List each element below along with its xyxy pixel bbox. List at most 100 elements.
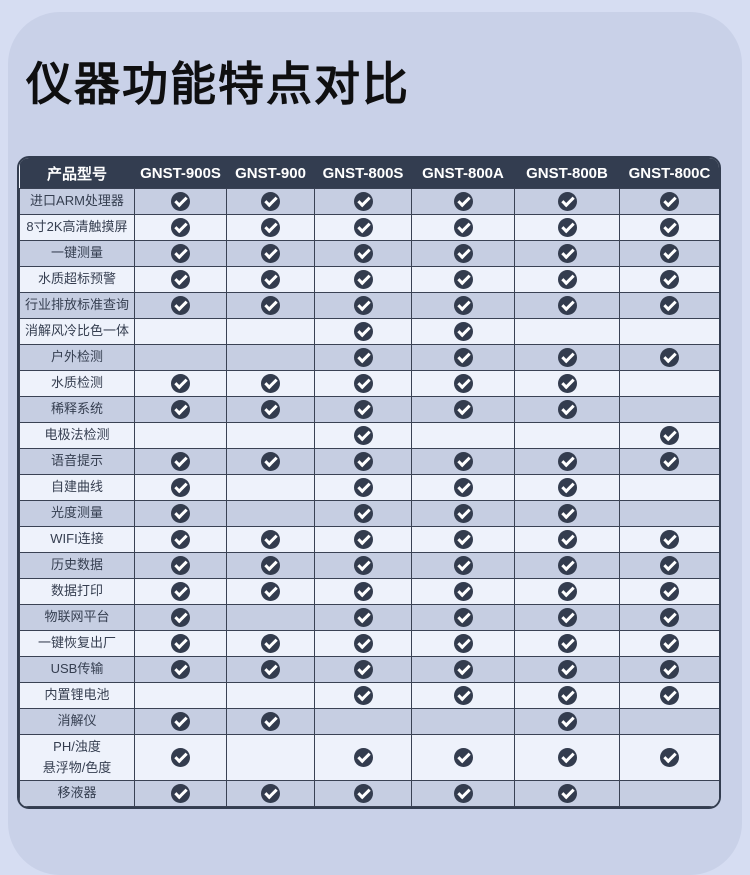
check-cell: [226, 188, 315, 215]
check-circle-icon: [171, 270, 190, 289]
empty-cell: [411, 708, 515, 735]
check-cell: [134, 630, 227, 657]
check-cell: [314, 188, 412, 215]
empty-cell: [619, 396, 719, 423]
empty-cell: [226, 604, 315, 631]
check-cell: [314, 370, 412, 397]
check-cell: [514, 552, 620, 579]
check-circle-icon: [171, 374, 190, 393]
check-cell: [314, 682, 412, 709]
check-cell: [226, 656, 315, 683]
check-cell: [619, 422, 719, 449]
check-circle-icon: [660, 270, 679, 289]
check-cell: [226, 630, 315, 657]
empty-cell: [134, 318, 227, 345]
table-row: 内置锂电池: [19, 682, 719, 709]
check-cell: [134, 526, 227, 553]
check-circle-icon: [261, 660, 280, 679]
feature-cell: 一键恢复出厂: [19, 630, 135, 657]
check-circle-icon: [453, 452, 473, 471]
check-cell: [411, 474, 515, 501]
table-row: WIFI连接: [19, 526, 719, 553]
check-circle-icon: [261, 296, 280, 315]
check-circle-icon: [353, 530, 373, 549]
check-cell: [619, 604, 719, 631]
table-row: 光度测量: [19, 500, 719, 527]
check-circle-icon: [171, 244, 190, 263]
check-cell: [226, 396, 315, 423]
check-cell: [514, 240, 620, 267]
check-cell: [411, 552, 515, 579]
empty-cell: [226, 344, 315, 371]
table-row: 水质检测: [19, 370, 719, 397]
check-cell: [134, 240, 227, 267]
empty-cell: [134, 344, 227, 371]
check-cell: [411, 604, 515, 631]
empty-cell: [226, 682, 315, 709]
check-circle-icon: [171, 660, 190, 679]
column-header-gnst-800s: GNST-800S: [314, 158, 412, 189]
column-header-gnst-800b: GNST-800B: [514, 158, 620, 189]
feature-cell: 电极法检测: [19, 422, 135, 449]
empty-cell: [619, 474, 719, 501]
check-cell: [226, 780, 315, 807]
check-circle-icon: [353, 608, 373, 627]
feature-cell: 进口ARM处理器: [19, 188, 135, 215]
check-circle-icon: [453, 686, 473, 705]
check-circle-icon: [171, 452, 190, 471]
check-cell: [619, 214, 719, 241]
check-circle-icon: [557, 244, 577, 263]
check-cell: [314, 448, 412, 475]
check-circle-icon: [660, 608, 679, 627]
check-circle-icon: [660, 348, 679, 367]
check-circle-icon: [261, 374, 280, 393]
check-cell: [226, 526, 315, 553]
check-cell: [514, 214, 620, 241]
check-cell: [411, 734, 515, 781]
check-cell: [514, 578, 620, 605]
empty-cell: [619, 370, 719, 397]
check-cell: [619, 448, 719, 475]
check-cell: [514, 630, 620, 657]
check-cell: [314, 780, 412, 807]
check-circle-icon: [171, 530, 190, 549]
check-circle-icon: [261, 400, 280, 419]
check-circle-icon: [557, 400, 577, 419]
check-circle-icon: [261, 218, 280, 237]
check-circle-icon: [353, 634, 373, 653]
feature-cell: 水质检测: [19, 370, 135, 397]
check-cell: [314, 266, 412, 293]
table-row: 一键恢复出厂: [19, 630, 719, 657]
check-cell: [226, 292, 315, 319]
check-circle-icon: [557, 478, 577, 497]
check-cell: [411, 780, 515, 807]
table-header-row: 产品型号 GNST-900S GNST-900 GNST-800S GNST-800A G…: [19, 158, 719, 189]
check-circle-icon: [453, 192, 473, 211]
check-cell: [226, 708, 315, 735]
check-cell: [514, 292, 620, 319]
check-circle-icon: [557, 348, 577, 367]
check-circle-icon: [453, 634, 473, 653]
check-cell: [411, 578, 515, 605]
check-cell: [134, 656, 227, 683]
check-circle-icon: [171, 400, 190, 419]
table-row: 历史数据: [19, 552, 719, 579]
check-circle-icon: [453, 244, 473, 263]
table-row: 户外检测: [19, 344, 719, 371]
check-circle-icon: [353, 660, 373, 679]
check-cell: [514, 682, 620, 709]
check-cell: [314, 500, 412, 527]
check-cell: [134, 780, 227, 807]
check-circle-icon: [353, 478, 373, 497]
check-circle-icon: [353, 686, 373, 705]
check-circle-icon: [557, 784, 577, 803]
check-circle-icon: [171, 582, 190, 601]
check-circle-icon: [453, 608, 473, 627]
check-circle-icon: [660, 530, 679, 549]
table-row: USB传输: [19, 656, 719, 683]
check-cell: [226, 240, 315, 267]
check-cell: [619, 552, 719, 579]
check-circle-icon: [557, 748, 577, 767]
feature-cell: 8寸2K高清触摸屏: [19, 214, 135, 241]
empty-cell: [226, 422, 315, 449]
